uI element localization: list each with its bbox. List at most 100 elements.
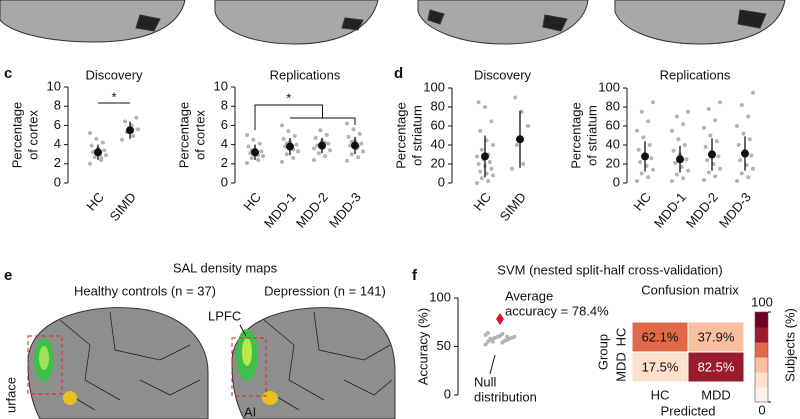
sig-bracket bbox=[254, 104, 356, 130]
data-point bbox=[703, 144, 708, 149]
chart-title: Discovery bbox=[85, 67, 143, 82]
colorbar-step bbox=[755, 342, 768, 358]
data-point bbox=[713, 174, 718, 179]
x-tick-label: MDD-1 bbox=[261, 189, 299, 230]
data-point bbox=[136, 127, 140, 132]
data-point bbox=[326, 141, 331, 146]
data-point bbox=[706, 170, 711, 175]
e-right-label: Depression (n = 141) bbox=[264, 283, 386, 298]
chart-title: Confusion matrix bbox=[641, 282, 739, 297]
data-point bbox=[286, 129, 291, 134]
data-point bbox=[478, 169, 483, 174]
data-point bbox=[513, 95, 518, 100]
brain-maps bbox=[27, 307, 396, 419]
average-label: accuracy = 78.4% bbox=[505, 303, 609, 318]
data-point bbox=[346, 134, 351, 139]
col-label: HC bbox=[651, 387, 670, 402]
data-point bbox=[475, 154, 479, 159]
data-point bbox=[718, 166, 722, 171]
y-tick-label: 80 bbox=[431, 98, 445, 113]
data-point bbox=[94, 136, 99, 141]
null-point bbox=[502, 338, 507, 343]
data-point bbox=[751, 90, 755, 95]
data-point bbox=[646, 119, 651, 124]
data-point bbox=[99, 156, 104, 161]
col-label: MDD bbox=[701, 387, 731, 402]
colorbar-frame bbox=[754, 311, 769, 403]
panel-letter: c bbox=[4, 65, 12, 82]
null-label: distribution bbox=[474, 389, 537, 404]
mean-dot bbox=[94, 148, 102, 157]
data-point bbox=[356, 155, 361, 160]
data-point bbox=[713, 118, 718, 123]
data-point bbox=[739, 103, 744, 108]
null-point bbox=[483, 342, 488, 347]
y-label: Percentage bbox=[9, 102, 24, 169]
data-point bbox=[313, 135, 318, 140]
null-point bbox=[505, 334, 510, 339]
sig-label: * bbox=[286, 90, 291, 105]
mean-dot bbox=[641, 152, 649, 161]
data-point bbox=[291, 156, 296, 161]
data-point bbox=[479, 176, 484, 181]
data-point bbox=[651, 100, 655, 105]
y-tick-label: 0 bbox=[221, 174, 228, 189]
y-label: of striatum bbox=[584, 105, 599, 166]
y-tick-label: 20 bbox=[431, 155, 445, 170]
e-title: SAL density maps bbox=[173, 260, 278, 275]
y-label: Percentage bbox=[393, 102, 408, 169]
cell-label: 37.9% bbox=[698, 329, 735, 344]
mean-dot bbox=[708, 150, 716, 159]
data-point bbox=[739, 171, 744, 176]
data-point bbox=[526, 124, 530, 128]
data-point bbox=[123, 119, 128, 124]
data-point bbox=[294, 142, 299, 147]
chart-title: Discovery bbox=[474, 67, 532, 82]
panel-letter: d bbox=[394, 65, 403, 82]
y-tick-label: 60 bbox=[606, 117, 620, 132]
y-tick-label: 40 bbox=[431, 136, 445, 151]
mean-dot bbox=[351, 141, 359, 150]
data-point bbox=[747, 137, 752, 142]
data-point bbox=[681, 176, 686, 181]
data-point bbox=[751, 166, 755, 171]
colorbar-tick-label: 0 bbox=[758, 402, 765, 417]
data-point bbox=[318, 128, 323, 133]
chart-title: Replications bbox=[270, 67, 341, 82]
cell-label: 62.1% bbox=[642, 329, 679, 344]
data-point bbox=[647, 143, 652, 147]
mean-dot bbox=[481, 152, 489, 161]
data-point bbox=[104, 153, 108, 158]
surface-label: urface bbox=[3, 377, 18, 413]
null-point bbox=[486, 330, 490, 335]
y-tick-label: 8 bbox=[221, 98, 228, 113]
y-tick-label: 0 bbox=[54, 174, 61, 189]
data-point bbox=[259, 149, 264, 154]
data-point bbox=[478, 128, 483, 133]
data-point bbox=[716, 154, 721, 159]
data-point bbox=[324, 133, 329, 137]
lpfc-label: LPFC bbox=[208, 308, 241, 323]
f-title: SVM (nested split-half cross-validation) bbox=[497, 262, 722, 277]
x-tick-label: SIMD bbox=[107, 189, 139, 224]
y-tick-label: 0 bbox=[438, 174, 445, 189]
y-tick-label: 50 bbox=[437, 338, 451, 353]
data-point bbox=[284, 152, 289, 157]
mean-dot bbox=[251, 148, 259, 157]
data-point bbox=[88, 131, 92, 136]
heatmap-cell bbox=[687, 321, 745, 353]
y-tick-label: 2 bbox=[54, 155, 61, 170]
heatmap-cell bbox=[687, 351, 745, 383]
data-point bbox=[345, 121, 349, 126]
data-point bbox=[736, 143, 741, 147]
data-point bbox=[476, 100, 481, 105]
data-point bbox=[257, 141, 262, 146]
data-point bbox=[718, 100, 722, 105]
y-tick-label: 10 bbox=[214, 78, 228, 93]
mean-dot bbox=[676, 155, 684, 164]
data-point bbox=[682, 143, 687, 147]
data-point bbox=[676, 137, 681, 142]
data-point bbox=[639, 171, 644, 176]
data-point bbox=[635, 128, 639, 133]
average-marker bbox=[496, 312, 504, 325]
